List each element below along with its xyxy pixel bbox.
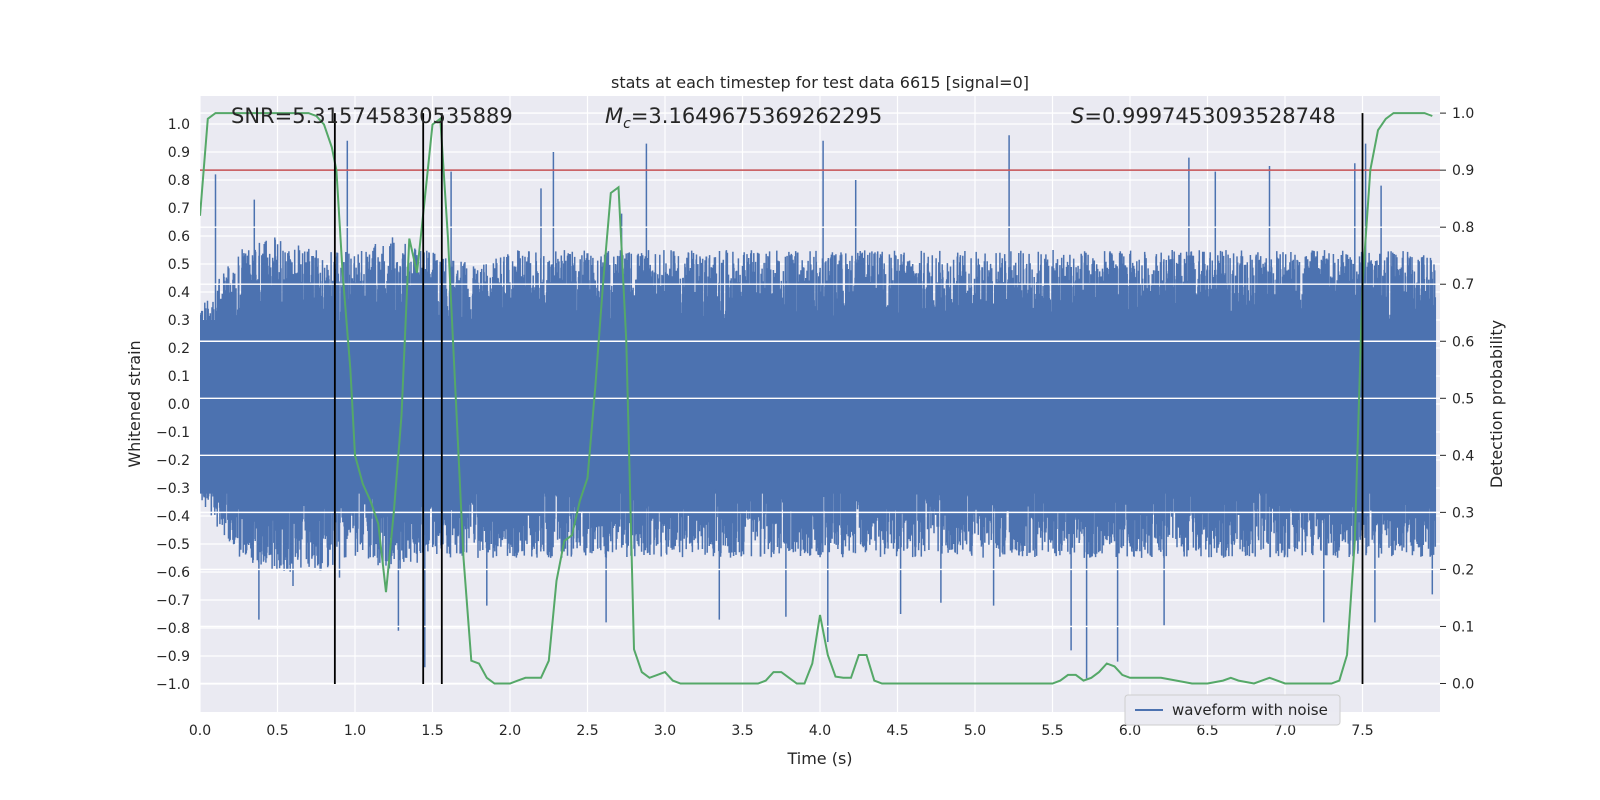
x-tick-label: 0.0 bbox=[189, 723, 211, 739]
x-tick-label: 3.5 bbox=[731, 723, 753, 739]
y2-tick-label: 0.8 bbox=[1452, 220, 1474, 236]
y-tick-label: −0.9 bbox=[156, 649, 190, 665]
x-tick-label: 4.0 bbox=[809, 723, 831, 739]
x-tick-label: 0.5 bbox=[266, 723, 288, 739]
y-tick-label: −0.3 bbox=[156, 481, 190, 497]
x-tick-label: 3.0 bbox=[654, 723, 676, 739]
y-tick-label: 0.1 bbox=[168, 369, 190, 385]
y-tick-label: 0.6 bbox=[168, 229, 190, 245]
y-tick-label: 0.7 bbox=[168, 201, 190, 217]
legend-box bbox=[1124, 694, 1341, 726]
y2-tick-label: 1.0 bbox=[1452, 106, 1474, 122]
x-tick-label: 1.0 bbox=[344, 723, 366, 739]
x-tick-label: 2.5 bbox=[576, 723, 598, 739]
y-tick-labels: 1.0 0.9 0.8 0.7 0.6 0.5 0.4 0.3 0.2 0.1 0.0 −0.1 −0.… bbox=[156, 117, 190, 693]
y-tick-label: −1.0 bbox=[156, 677, 190, 693]
x-tick-label: 5.0 bbox=[964, 723, 986, 739]
y-axis-label: Whitened strain bbox=[125, 340, 144, 467]
y2-tick-labels: 1.0 0.9 0.8 0.7 0.6 0.5 0.4 0.3 0.2 0.1 0.0 bbox=[1440, 106, 1474, 692]
y-tick-label: −0.4 bbox=[156, 509, 190, 525]
s-annotation: S=0.9997453093528748 bbox=[1071, 104, 1336, 128]
y-tick-label: 0.2 bbox=[168, 341, 190, 357]
chirp-mass-value: =3.1649675369262295 bbox=[631, 104, 882, 128]
y2-tick-label: 0.1 bbox=[1452, 619, 1474, 635]
y-tick-label: −0.8 bbox=[156, 621, 190, 637]
y2-tick-label: 0.7 bbox=[1452, 277, 1474, 293]
y-tick-label: 0.3 bbox=[168, 313, 190, 329]
legend-label-waveform: waveform with noise bbox=[1172, 701, 1328, 719]
y-tick-label: 0.9 bbox=[168, 145, 190, 161]
vertical-markers bbox=[333, 113, 1364, 684]
s-symbol: S bbox=[1071, 104, 1084, 128]
y-tick-label: 0.0 bbox=[168, 397, 190, 413]
snr-annotation: SNR=5.315745830535889 bbox=[231, 104, 513, 128]
x-tick-label: 2.0 bbox=[499, 723, 521, 739]
y-tick-label: 0.5 bbox=[168, 257, 190, 273]
y-tick-label: 0.8 bbox=[168, 173, 190, 189]
y2-tick-label: 0.2 bbox=[1452, 562, 1474, 578]
x-tick-label: 6.0 bbox=[1119, 723, 1141, 739]
s-value: =0.9997453093528748 bbox=[1084, 104, 1335, 128]
y2-tick-label: 0.6 bbox=[1452, 334, 1474, 350]
y2-tick-label: 0.5 bbox=[1452, 391, 1474, 407]
chirp-mass-symbol: M bbox=[605, 104, 623, 128]
x-tick-label: 4.5 bbox=[886, 723, 908, 739]
y-tick-label: −0.6 bbox=[156, 565, 190, 581]
y-tick-label: 0.4 bbox=[168, 285, 190, 301]
x-tick-label: 1.5 bbox=[421, 723, 443, 739]
y2-tick-label: 0.3 bbox=[1452, 505, 1474, 521]
x-tick-label: 7.0 bbox=[1274, 723, 1296, 739]
series-detection-probability bbox=[200, 112, 1433, 685]
chirp-mass-annotation: Mc=3.1649675369262295 bbox=[605, 104, 882, 132]
y-tick-label: −0.7 bbox=[156, 593, 190, 609]
y2-tick-label: 0.0 bbox=[1452, 676, 1474, 692]
x-tick-label: 6.5 bbox=[1196, 723, 1218, 739]
y2-axis-label: Detection probability bbox=[1487, 320, 1506, 488]
legend: waveform with noise bbox=[1124, 694, 1341, 726]
x-tick-labels: 0.0 0.5 1.0 1.5 2.0 2.5 3.0 3.5 4.0 4.5 5.0 5.5 6.0 6… bbox=[189, 723, 1374, 739]
x-tick-label: 7.5 bbox=[1351, 723, 1373, 739]
x-tick-label: 5.5 bbox=[1041, 723, 1063, 739]
chart-title: stats at each timestep for test data 661… bbox=[611, 73, 1029, 92]
x-axis-label: Time (s) bbox=[786, 749, 852, 768]
y-tick-label: −0.1 bbox=[156, 425, 190, 441]
y2-tick-label: 0.4 bbox=[1452, 448, 1474, 464]
y-tick-label: −0.5 bbox=[156, 537, 190, 553]
y2-tick-label: 0.9 bbox=[1452, 163, 1474, 179]
chirp-mass-subscript: c bbox=[623, 116, 631, 132]
y-tick-label: −0.2 bbox=[156, 453, 190, 469]
y-tick-label: 1.0 bbox=[168, 117, 190, 133]
